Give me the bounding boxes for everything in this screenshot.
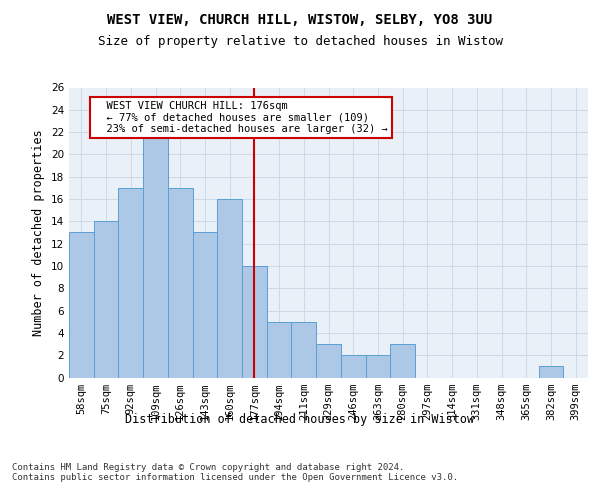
Bar (365, 355, 390, 378)
Bar (118, 188, 143, 378)
Text: WEST VIEW, CHURCH HILL, WISTOW, SELBY, YO8 3UU: WEST VIEW, CHURCH HILL, WISTOW, SELBY, Y… (107, 12, 493, 26)
Bar (341, 355, 365, 378)
Y-axis label: Number of detached properties: Number of detached properties (32, 129, 46, 336)
Text: Contains HM Land Registry data © Crown copyright and database right 2024.
Contai: Contains HM Land Registry data © Crown c… (12, 462, 458, 482)
Bar (267, 322, 292, 378)
Bar (390, 344, 415, 378)
Bar (292, 322, 316, 378)
Text: WEST VIEW CHURCH HILL: 176sqm
  ← 77% of detached houses are smaller (109)
  23%: WEST VIEW CHURCH HILL: 176sqm ← 77% of d… (94, 101, 388, 134)
Bar (94, 222, 118, 378)
Bar (316, 344, 341, 378)
Text: Size of property relative to detached houses in Wistow: Size of property relative to detached ho… (97, 35, 503, 48)
Bar (168, 188, 193, 378)
Bar (143, 132, 168, 378)
Bar (539, 366, 563, 378)
Bar (193, 232, 217, 378)
Text: Distribution of detached houses by size in Wistow: Distribution of detached houses by size … (125, 412, 475, 426)
Bar (69, 232, 94, 378)
Bar (242, 266, 267, 378)
Bar (217, 199, 242, 378)
